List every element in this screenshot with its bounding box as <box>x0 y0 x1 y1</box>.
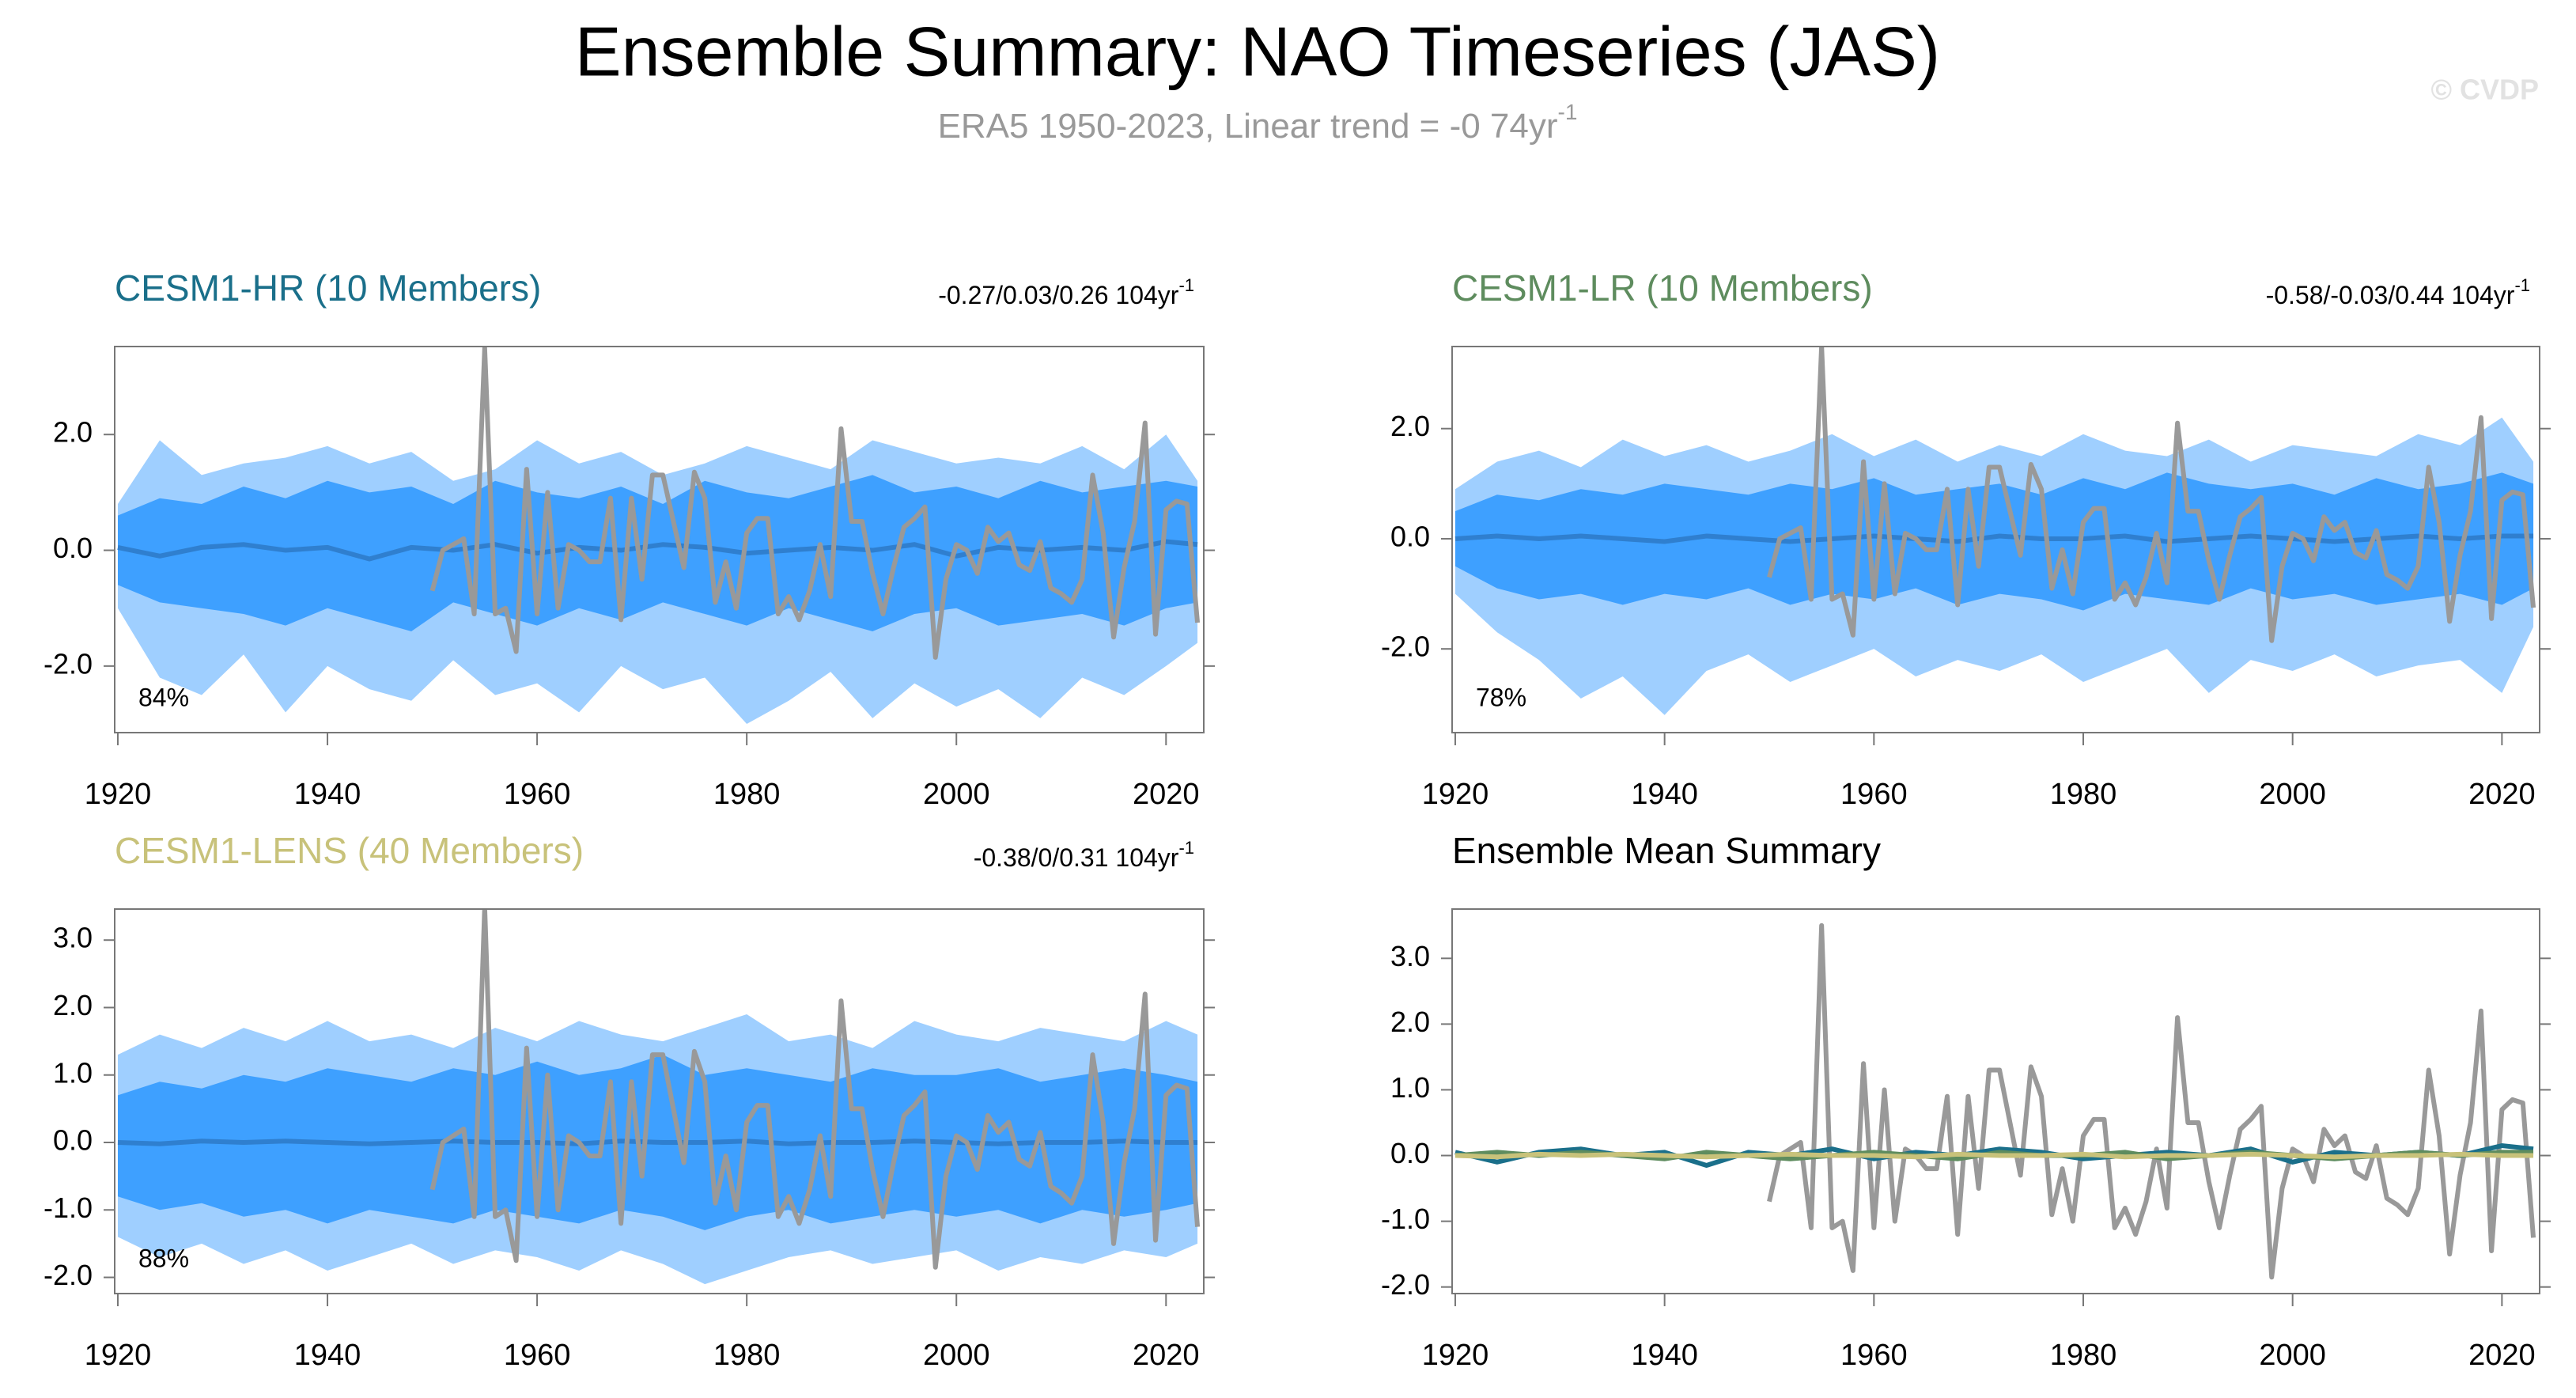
panel-trend: -0.58/-0.03/0.44 104yr-1 <box>2266 275 2530 310</box>
y-tick-label: 1.0 <box>53 1056 93 1089</box>
trend-superscript: -1 <box>1178 838 1194 858</box>
x-tick-label: 1940 <box>294 1339 361 1372</box>
x-tick-label: 1980 <box>2050 1339 2117 1372</box>
y-tick-label: 1.0 <box>1390 1071 1430 1104</box>
y-tick-label: 2.0 <box>53 989 93 1021</box>
x-tick-label: 2020 <box>1133 1339 1200 1372</box>
x-tick-label: 2020 <box>1133 778 1200 811</box>
plot-area <box>117 909 1201 1285</box>
x-tick-label: 1980 <box>2050 778 2117 811</box>
trend-superscript: -1 <box>1178 275 1194 295</box>
plot-area <box>1454 923 2536 1280</box>
plot-area <box>1454 347 2536 715</box>
y-tick-label: -2.0 <box>44 1259 93 1291</box>
trend-text: -0.58/-0.03/0.44 104yr <box>2266 281 2515 309</box>
y-tick-label: -2.0 <box>1381 1268 1430 1301</box>
x-tick-label: 1980 <box>713 778 781 811</box>
watermark: © CVDP <box>2430 74 2539 106</box>
y-tick-label: 2.0 <box>1390 410 1430 442</box>
plot-frame <box>1451 346 2540 733</box>
trend-superscript: -1 <box>2514 275 2530 295</box>
x-tick-label: 2000 <box>923 778 990 811</box>
percent-annotation: 84% <box>138 683 189 711</box>
y-tick-label: 3.0 <box>53 922 93 954</box>
plot-area <box>117 347 1201 725</box>
x-tick-label: 1920 <box>85 778 152 811</box>
y-tick-label: 0.0 <box>1390 1137 1430 1169</box>
y-tick-label: -2.0 <box>44 647 93 680</box>
panel-title: CESM1-LENS (40 Members) <box>115 830 584 871</box>
subtitle-text: ERA5 1950-2023, Linear trend = -0 74yr <box>938 107 1558 146</box>
y-tick-label: 0.0 <box>53 532 93 564</box>
observed-line <box>1767 923 2536 1280</box>
x-tick-label: 2020 <box>2468 1339 2536 1372</box>
trend-text: -0.38/0/0.31 104yr <box>974 843 1179 872</box>
ensemble-mean-line <box>1454 533 2534 544</box>
y-tick-label: -2.0 <box>1381 631 1430 663</box>
y-tick-label: 2.0 <box>53 416 93 449</box>
x-tick-label: 1940 <box>294 778 361 811</box>
observed-line <box>429 909 1201 1270</box>
panel-title: CESM1-HR (10 Members) <box>115 267 541 309</box>
y-tick-label: 0.0 <box>1390 520 1430 552</box>
x-tick-label: 2000 <box>2259 778 2326 811</box>
plot-frame <box>1451 908 2540 1294</box>
percent-annotation: 78% <box>1476 683 1526 711</box>
x-tick-label: 1960 <box>1840 778 1908 811</box>
panel-title: Ensemble Mean Summary <box>1452 830 1881 871</box>
y-tick-label: 3.0 <box>1390 940 1430 972</box>
x-tick-label: 1920 <box>85 1339 152 1372</box>
trend-text: -0.27/0.03/0.26 104yr <box>938 281 1179 309</box>
x-tick-label: 1920 <box>1422 1339 1489 1372</box>
chart-subtitle: ERA5 1950-2023, Linear trend = -0 74yr-1 <box>938 100 1578 145</box>
x-tick-label: 1960 <box>1840 1339 1908 1372</box>
x-tick-label: 2000 <box>2259 1339 2326 1372</box>
x-tick-label: 1940 <box>1631 778 1698 811</box>
percent-annotation: 88% <box>138 1244 189 1272</box>
y-tick-label: -1.0 <box>1381 1203 1430 1235</box>
x-tick-label: 1940 <box>1631 1339 1698 1372</box>
observed-line <box>1767 347 2536 643</box>
x-tick-label: 1960 <box>504 1339 571 1372</box>
ensemble-mean-line <box>117 1138 1198 1146</box>
y-tick-label: 0.0 <box>53 1124 93 1157</box>
y-tick-label: -1.0 <box>44 1192 93 1224</box>
x-tick-label: 2020 <box>2468 778 2536 811</box>
x-tick-label: 1960 <box>504 778 571 811</box>
y-tick-label: 2.0 <box>1390 1006 1430 1038</box>
panel-trend: -0.38/0/0.31 104yr-1 <box>974 838 1194 873</box>
ensemble-mean-line <box>117 539 1198 562</box>
panel-title: CESM1-LR (10 Members) <box>1452 267 1873 309</box>
x-tick-label: 2000 <box>923 1339 990 1372</box>
x-tick-label: 1920 <box>1422 778 1489 811</box>
observed-line <box>429 347 1201 660</box>
panel-trend: -0.27/0.03/0.26 104yr-1 <box>938 275 1194 310</box>
plot-frame <box>114 346 1205 733</box>
chart-title: Ensemble Summary: NAO Timeseries (JAS) <box>575 12 1940 90</box>
plot-frame <box>114 908 1205 1294</box>
mean-line <box>1454 1151 2534 1160</box>
subtitle-superscript: -1 <box>1558 100 1578 124</box>
x-tick-label: 1980 <box>713 1339 781 1372</box>
